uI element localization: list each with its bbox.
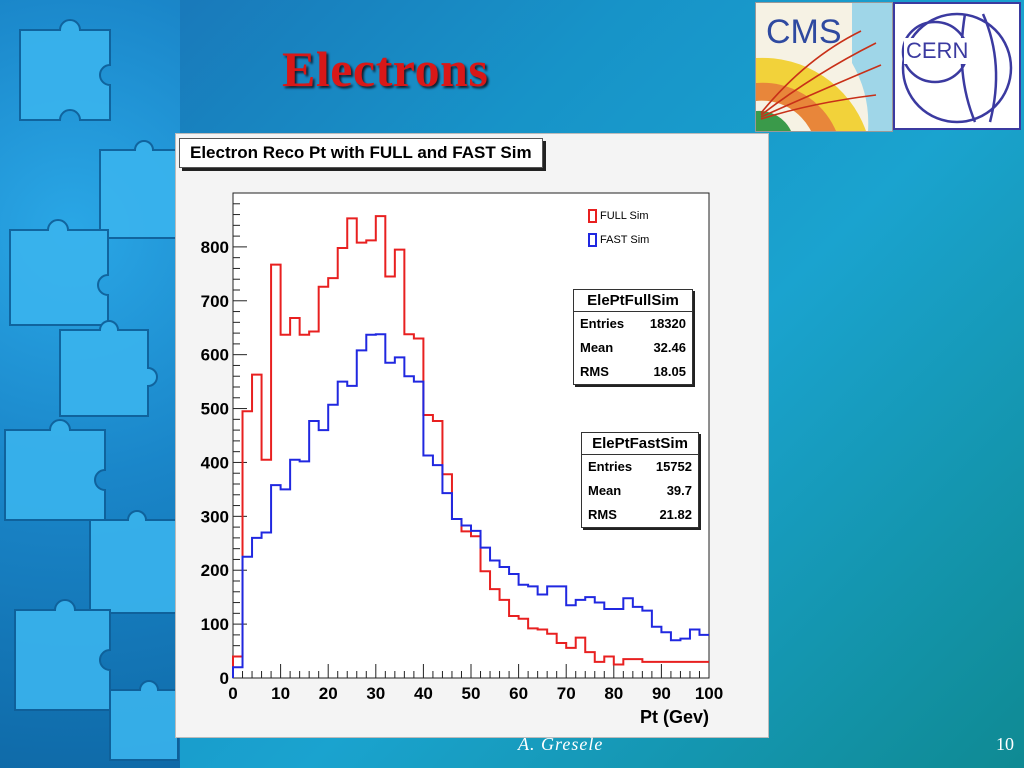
stats-value: 32.46 xyxy=(653,340,686,355)
puzzle-background xyxy=(0,0,180,768)
stats-value: 15752 xyxy=(655,459,692,474)
stats-row: RMS 21.82 xyxy=(582,503,698,527)
stats-box-fast: ElePtFastSim Entries 15752 Mean 39.7 RMS… xyxy=(581,432,699,528)
stats-row: Entries 18320 xyxy=(574,312,692,336)
cms-logo-text: CMS xyxy=(766,13,842,51)
y-tick-label: 700 xyxy=(201,292,229,311)
stats-label: RMS xyxy=(588,507,617,522)
legend-swatch-full xyxy=(588,209,597,223)
stats-value: 18320 xyxy=(649,316,686,331)
x-tick-label: 60 xyxy=(509,684,528,703)
stats-value: 39.7 xyxy=(666,483,692,498)
cms-logo: CMS xyxy=(755,2,893,132)
x-tick-label: 0 xyxy=(228,684,237,703)
histogram-canvas: 0 10 20 30 40 50 60 70 80 90 100 0 100 200 300 400 500 6… xyxy=(175,133,769,738)
y-tick-label: 300 xyxy=(201,507,229,526)
cms-logo-graphic xyxy=(756,3,892,131)
y-axis: 0 100 200 300 400 500 600 700 800 xyxy=(201,192,247,688)
stats-label: RMS xyxy=(580,364,609,379)
y-tick-label: 0 xyxy=(220,669,229,688)
y-tick-label: 500 xyxy=(201,400,229,419)
legend-label-full: FULL Sim xyxy=(600,210,649,222)
x-tick-label: 80 xyxy=(604,684,623,703)
x-axis: 0 10 20 30 40 50 60 70 80 90 100 xyxy=(228,664,723,703)
page-number: 10 xyxy=(996,734,1014,754)
legend-swatch-fast xyxy=(588,233,597,247)
slide-title: Electrons xyxy=(282,41,489,97)
footer-author: A. Gresele xyxy=(518,734,604,754)
x-tick-label: 20 xyxy=(319,684,338,703)
cern-logo: CERN xyxy=(893,2,1021,130)
stats-row: Entries 15752 xyxy=(582,455,698,479)
stats-box-full: ElePtFullSim Entries 18320 Mean 32.46 RM… xyxy=(573,289,693,385)
chart-title: Electron Reco Pt with FULL and FAST Sim xyxy=(179,138,543,168)
stats-label: Mean xyxy=(588,483,622,498)
y-tick-label: 200 xyxy=(201,561,229,580)
series-layer xyxy=(232,215,709,678)
stats-label: Entries xyxy=(580,316,625,331)
y-tick-label: 400 xyxy=(201,453,229,472)
legend-label-fast: FAST Sim xyxy=(600,234,650,246)
series-line-fast-sim xyxy=(232,333,709,678)
stats-name-full: ElePtFullSim xyxy=(574,290,692,312)
x-tick-label: 30 xyxy=(366,684,385,703)
legend-item-full: FULL Sim xyxy=(588,204,649,228)
cern-logo-graphic xyxy=(901,12,1013,124)
y-tick-label: 800 xyxy=(201,238,229,257)
stats-name-fast: ElePtFastSim xyxy=(582,433,698,455)
y-tick-label: 600 xyxy=(201,346,229,365)
stats-value: 21.82 xyxy=(659,507,692,522)
puzzle-pieces-graphic xyxy=(4,19,180,761)
y-tick-label: 100 xyxy=(201,615,229,634)
x-tick-label: 50 xyxy=(462,684,481,703)
stats-row: Mean 32.46 xyxy=(574,336,692,360)
stats-value: 18.05 xyxy=(653,364,686,379)
stats-label: Mean xyxy=(580,340,614,355)
cern-logo-text: CERN xyxy=(904,38,971,64)
x-tick-label: 100 xyxy=(695,684,723,703)
x-tick-label: 90 xyxy=(652,684,671,703)
x-tick-label: 40 xyxy=(414,684,433,703)
legend-item-fast: FAST Sim xyxy=(588,228,649,252)
x-tick-label: 10 xyxy=(271,684,290,703)
legend: FULL Sim FAST Sim xyxy=(588,204,649,252)
stats-row: Mean 39.7 xyxy=(582,479,698,503)
x-axis-label: Pt (Gev) xyxy=(640,707,709,727)
stats-label: Entries xyxy=(588,459,633,474)
stats-row: RMS 18.05 xyxy=(574,360,692,384)
x-tick-label: 70 xyxy=(557,684,576,703)
